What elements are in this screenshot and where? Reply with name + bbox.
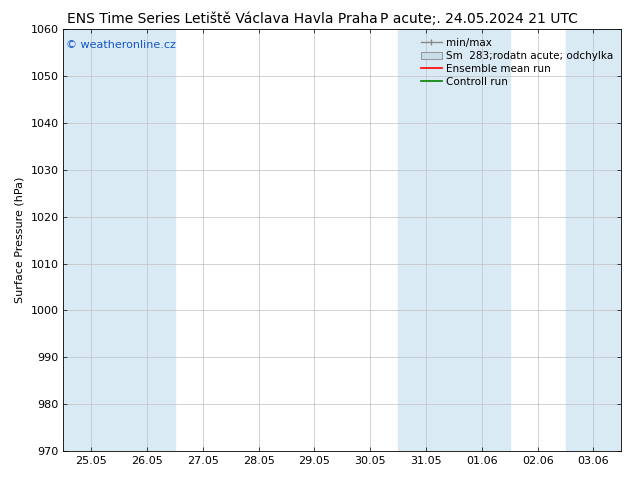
- Text: P acute;. 24.05.2024 21 UTC: P acute;. 24.05.2024 21 UTC: [380, 12, 578, 26]
- Bar: [566, 29, 621, 451]
- Bar: [63, 29, 119, 451]
- Text: © weatheronline.cz: © weatheronline.cz: [66, 40, 176, 50]
- Bar: [398, 29, 454, 451]
- Y-axis label: Surface Pressure (hPa): Surface Pressure (hPa): [15, 177, 25, 303]
- Text: ENS Time Series Letiště Václava Havla Praha: ENS Time Series Letiště Václava Havla Pr…: [67, 12, 377, 26]
- Legend: min/max, Sm  283;rodatn acute; odchylka, Ensemble mean run, Controll run: min/max, Sm 283;rodatn acute; odchylka, …: [418, 35, 616, 90]
- Bar: [119, 29, 175, 451]
- Bar: [454, 29, 510, 451]
